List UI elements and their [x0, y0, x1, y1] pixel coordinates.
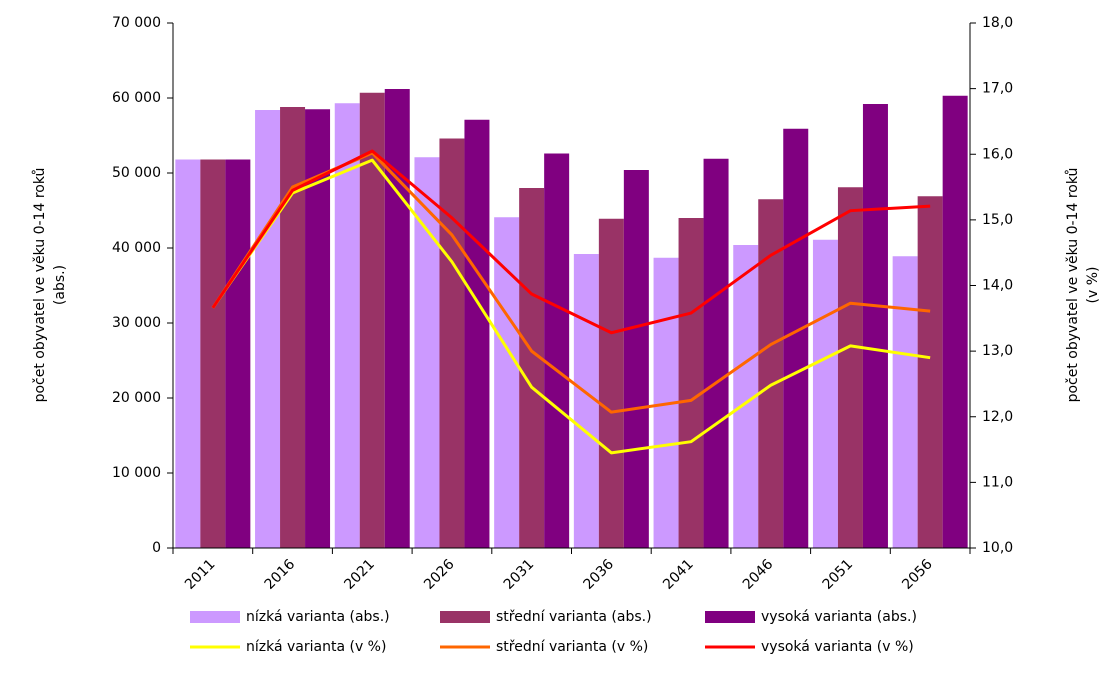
legend-label: vysoká varianta (v %) — [761, 639, 914, 655]
x-tick-label: 2031 — [501, 556, 538, 593]
x-tick-label: 2051 — [820, 556, 857, 593]
bar — [439, 138, 465, 548]
bar — [519, 188, 545, 548]
bar — [862, 104, 888, 548]
x-tick-label: 2041 — [660, 556, 697, 593]
y2-tick-label: 11,0 — [982, 474, 1013, 490]
x-tick-label: 2011 — [182, 556, 219, 593]
legend-label: nízká varianta (v %) — [246, 639, 386, 655]
legend-swatch — [440, 611, 490, 623]
y2-tick-label: 17,0 — [982, 81, 1013, 97]
y-axis-title: počet obyvatel ve věku 0-14 roků — [32, 168, 48, 403]
x-tick-label: 2036 — [580, 556, 617, 593]
y-tick-label: 10 000 — [112, 465, 161, 481]
y-axis-title: (abs.) — [52, 265, 68, 305]
legend-label: vysoká varianta (abs.) — [761, 609, 917, 625]
legend-label: střední varianta (v %) — [496, 639, 648, 655]
y2-tick-label: 13,0 — [982, 343, 1013, 359]
bar — [280, 107, 306, 548]
bar — [544, 153, 570, 548]
y-tick-label: 40 000 — [112, 240, 161, 256]
y2-tick-label: 10,0 — [982, 540, 1013, 556]
bar — [942, 95, 968, 548]
y2-tick-label: 14,0 — [982, 278, 1013, 294]
y-tick-label: 70 000 — [112, 15, 161, 31]
bar — [758, 199, 784, 548]
x-tick-label: 2046 — [740, 556, 777, 593]
y-tick-label: 30 000 — [112, 315, 161, 331]
bar — [837, 187, 863, 548]
bar — [783, 128, 809, 548]
x-tick-label: 2021 — [341, 556, 378, 593]
line — [211, 149, 931, 335]
x-tick-label: 2016 — [262, 556, 299, 593]
y-tick-label: 20 000 — [112, 390, 161, 406]
bar — [334, 103, 360, 548]
bar — [414, 157, 440, 548]
bar — [255, 110, 281, 548]
legend-swatch — [705, 611, 755, 623]
x-tick-label: 2026 — [421, 556, 458, 593]
bar — [384, 89, 410, 548]
y-tick-label: 0 — [152, 540, 161, 556]
y-tick-label: 60 000 — [112, 90, 161, 106]
bar — [225, 159, 251, 548]
y-tick-label: 50 000 — [112, 165, 161, 181]
bar — [917, 196, 943, 548]
line — [211, 158, 931, 455]
y2-tick-label: 18,0 — [982, 15, 1013, 31]
bar — [464, 119, 490, 548]
bar — [703, 158, 729, 548]
bar — [494, 217, 520, 548]
y2-tick-label: 16,0 — [982, 146, 1013, 162]
legend-swatch — [190, 611, 240, 623]
y2-axis-title: (v %) — [1085, 267, 1101, 304]
legend-label: střední varianta (abs.) — [496, 609, 652, 625]
bar — [598, 218, 624, 548]
bar — [623, 170, 649, 548]
bar — [892, 256, 918, 548]
bar — [678, 218, 704, 548]
y2-tick-label: 15,0 — [982, 212, 1013, 228]
y2-axis-title: počet obyvatel ve věku 0-14 roků — [1065, 168, 1081, 403]
bar — [812, 239, 838, 548]
bar — [175, 159, 201, 548]
y2-tick-label: 12,0 — [982, 409, 1013, 425]
bar — [200, 159, 226, 548]
x-tick-label: 2056 — [899, 556, 936, 593]
legend-label: nízká varianta (abs.) — [246, 609, 390, 625]
